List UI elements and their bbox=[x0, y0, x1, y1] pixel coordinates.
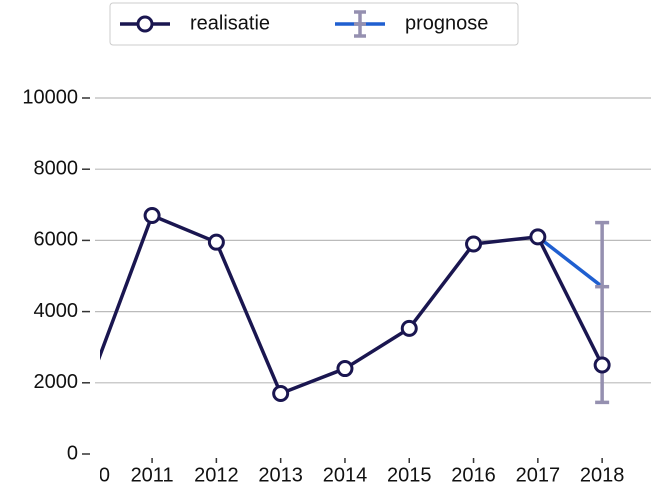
x-tick-label: 2013 bbox=[258, 464, 303, 486]
y-tick-label: 2000 bbox=[34, 371, 79, 393]
data-point bbox=[207, 233, 225, 251]
x-tick-label: 2011 bbox=[131, 464, 174, 486]
plot-area: 2010 2011 2012 2013 2014 2015 2016 2017 2018 bbox=[66, 206, 625, 486]
x-tick-label: 2012 bbox=[194, 464, 239, 486]
x-tick-label: 2017 bbox=[516, 464, 561, 486]
data-point bbox=[529, 228, 547, 246]
legend-label: prognose bbox=[405, 12, 488, 34]
y-tick-label: 4000 bbox=[34, 300, 79, 322]
y-tick-label: 6000 bbox=[34, 229, 79, 251]
grid: 0 2000 4000 6000 8000 10000 bbox=[22, 86, 651, 464]
y-tick-label: 10000 bbox=[22, 86, 78, 108]
legend-box bbox=[109, 2, 519, 46]
legend-label: realisatie bbox=[190, 12, 270, 34]
data-point bbox=[593, 356, 611, 374]
x-tick-label: 2014 bbox=[323, 464, 368, 486]
data-point bbox=[400, 319, 418, 337]
legend: realisatie prognose bbox=[109, 2, 519, 46]
y-tick-label: 8000 bbox=[34, 157, 79, 179]
data-point bbox=[272, 384, 290, 402]
error-bar bbox=[595, 220, 610, 405]
series-line bbox=[536, 235, 604, 289]
x-tick-label: 2018 bbox=[580, 464, 625, 486]
legend-marker bbox=[136, 15, 154, 33]
x-tick-label: 2010 bbox=[66, 464, 111, 486]
data-point bbox=[143, 206, 161, 224]
data-point bbox=[465, 235, 483, 253]
data-point bbox=[336, 360, 354, 378]
x-tick-label: 2016 bbox=[451, 464, 496, 486]
x-tick-label: 2015 bbox=[387, 464, 432, 486]
y-tick-label: 0 bbox=[67, 442, 78, 464]
legend-error-icon bbox=[354, 10, 366, 38]
